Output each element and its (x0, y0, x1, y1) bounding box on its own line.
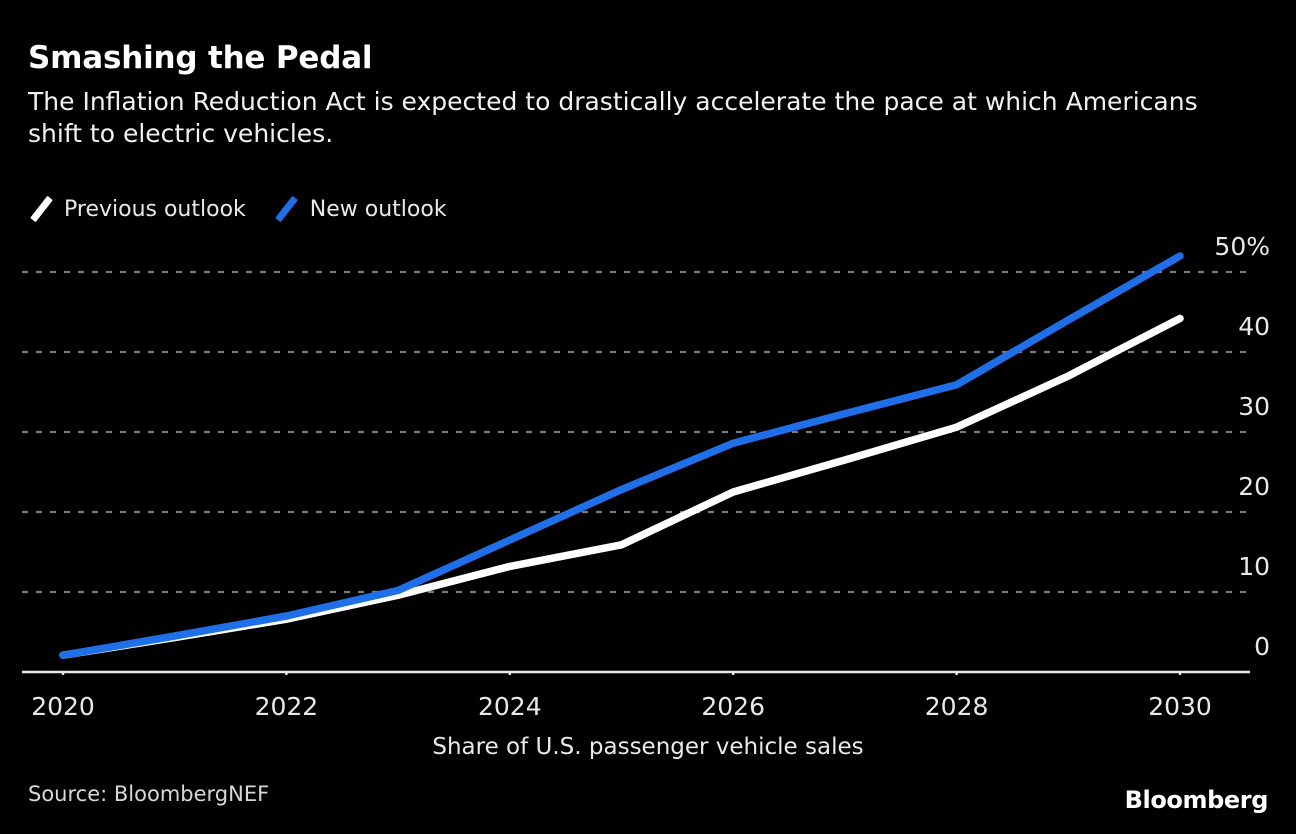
x-axis-tick-label: 2020 (31, 692, 95, 721)
y-axis-tick-label: 30 (1238, 392, 1270, 421)
diagonal-line-marker-icon (274, 195, 300, 223)
y-axis-tick-label: 40 (1238, 312, 1270, 341)
y-axis-tick-label: 20 (1238, 472, 1270, 501)
line-chart-plot (22, 252, 1250, 675)
x-axis-tick-label: 2022 (254, 692, 319, 721)
series-line-new-outlook (59, 252, 1184, 659)
legend-item-previous-outlook[interactable]: Previous outlook (28, 192, 246, 226)
y-axis-tick-label: 0 (1254, 632, 1270, 661)
bloomberg-logo: Bloomberg (1124, 786, 1269, 814)
diagonal-line-marker-icon (28, 195, 54, 223)
x-axis-tick-label: 2030 (1148, 692, 1212, 721)
legend-label-new-outlook: New outlook (309, 196, 447, 222)
legend-item-new-outlook[interactable]: New outlook (274, 192, 447, 226)
y-axis-tick-label: 10 (1238, 552, 1270, 581)
source-note: Source: BloombergNEF (28, 782, 270, 806)
page-title: Smashing the Pedal (28, 40, 373, 76)
x-axis-tick-label: 2024 (477, 692, 542, 721)
x-axis-tick-label: 2026 (701, 692, 765, 721)
chart-legend: Previous outlook New outlook (28, 192, 475, 226)
legend-label-previous-outlook: Previous outlook (64, 196, 246, 222)
y-axis-tick-label: 50% (1214, 232, 1270, 261)
chart-subtitle: The Inflation Reduction Act is expected … (28, 87, 1198, 148)
x-axis-title: Share of U.S. passenger vehicle sales (432, 734, 864, 760)
x-axis-tick-label: 2028 (924, 692, 989, 721)
